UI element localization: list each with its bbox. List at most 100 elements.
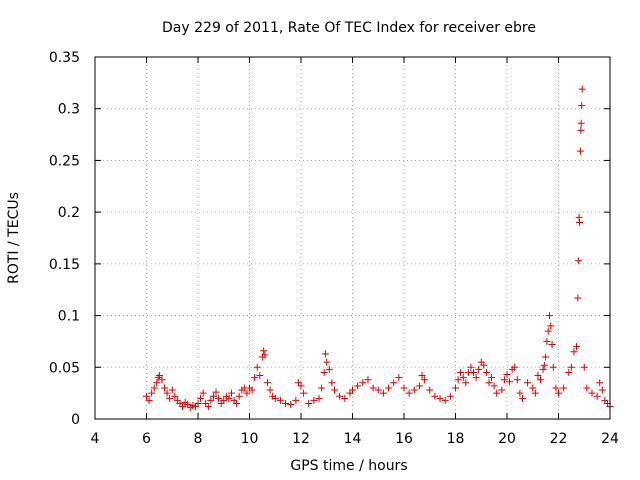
data-point [166, 394, 174, 402]
data-point [323, 358, 331, 366]
data-point [349, 386, 356, 394]
data-point [576, 218, 584, 226]
data-point [325, 365, 333, 373]
data-point [410, 386, 418, 394]
data-point [485, 379, 493, 387]
data-point [158, 376, 166, 384]
x-tick-label: 6 [142, 431, 151, 447]
data-point [545, 312, 553, 320]
data-point [271, 394, 279, 402]
data-point [379, 389, 387, 397]
data-point [359, 379, 367, 387]
data-point [300, 389, 308, 397]
x-tick-label: 16 [395, 431, 413, 447]
data-point [395, 374, 403, 382]
data-point [547, 322, 555, 330]
data-point [145, 396, 153, 404]
data-point [215, 394, 223, 402]
data-point [462, 379, 470, 387]
data-point [150, 384, 158, 392]
data-point [539, 365, 547, 373]
y-tick-label: 0.1 [58, 309, 80, 325]
data-point [565, 368, 573, 376]
data-point [543, 337, 551, 345]
data-point [161, 384, 169, 392]
data-point [529, 384, 537, 392]
data-point [168, 386, 176, 394]
data-point [574, 294, 582, 302]
data-point [400, 384, 408, 392]
data-point [282, 399, 290, 407]
y-tick-label: 0.05 [49, 360, 80, 376]
data-point [575, 213, 583, 221]
data-point [321, 350, 329, 358]
data-point [261, 351, 269, 359]
data-point [153, 379, 161, 387]
data-point [593, 392, 601, 400]
data-point [155, 372, 163, 380]
data-point [549, 363, 557, 371]
data-point [540, 361, 548, 369]
data-point [475, 365, 483, 373]
data-point [328, 379, 336, 387]
data-point [454, 376, 462, 384]
data-point [287, 401, 295, 409]
data-point [472, 374, 480, 382]
data-point [500, 376, 508, 384]
data-point [576, 147, 584, 155]
data-point [385, 384, 393, 392]
data-point [227, 389, 235, 397]
y-tick-label: 0 [71, 412, 80, 428]
data-point [207, 396, 215, 404]
data-point [197, 394, 205, 402]
x-tick-label: 18 [447, 431, 465, 447]
data-point [148, 389, 156, 397]
x-axis-label: GPS time / hours [290, 458, 407, 474]
grid-lines [95, 57, 610, 419]
x-tick-label: 4 [91, 431, 100, 447]
data-point [248, 386, 256, 394]
data-point [310, 396, 318, 404]
data-point [555, 389, 562, 397]
data-point [199, 389, 207, 397]
data-point [305, 399, 313, 407]
y-tick-label: 0.2 [58, 205, 80, 221]
data-point [516, 389, 524, 397]
data-point [583, 384, 591, 392]
data-point [470, 368, 478, 376]
data-point [436, 394, 444, 402]
y-tick-label: 0.3 [58, 102, 80, 118]
data-point [490, 382, 498, 390]
data-point [573, 343, 581, 351]
data-point [264, 379, 272, 387]
data-point [209, 392, 217, 400]
data-point [446, 392, 454, 400]
x-tick-label: 8 [194, 431, 203, 447]
x-tick-label: 14 [344, 431, 362, 447]
data-point [336, 392, 344, 400]
data-point [233, 399, 241, 407]
data-point [531, 389, 539, 397]
chart-title: Day 229 of 2011, Rate Of TEC Index for r… [162, 20, 536, 36]
y-tick-label: 0.35 [49, 50, 80, 66]
data-point [421, 376, 429, 384]
data-point [260, 347, 268, 355]
y-tick-label: 0.25 [49, 153, 80, 169]
axis-ticks: 4 6 8 10 12 14 16 18 20 22 24 0 0.05 0.1 0.15 0.2 0.25 0.… [49, 50, 619, 447]
x-tick-label: 10 [241, 431, 259, 447]
data-point [330, 386, 338, 394]
data-point [467, 363, 475, 371]
data-point [374, 386, 382, 394]
data-point [552, 384, 560, 392]
data-point [524, 379, 532, 387]
data-point [548, 341, 556, 349]
y-tick-label: 0.15 [49, 257, 80, 273]
data-point [452, 384, 459, 392]
x-tick-label: 20 [498, 431, 516, 447]
data-point [171, 392, 179, 400]
data-point [341, 394, 349, 402]
y-axis-label: ROTI / TECUs [6, 192, 22, 284]
data-point [577, 119, 585, 127]
data-point [488, 374, 496, 382]
